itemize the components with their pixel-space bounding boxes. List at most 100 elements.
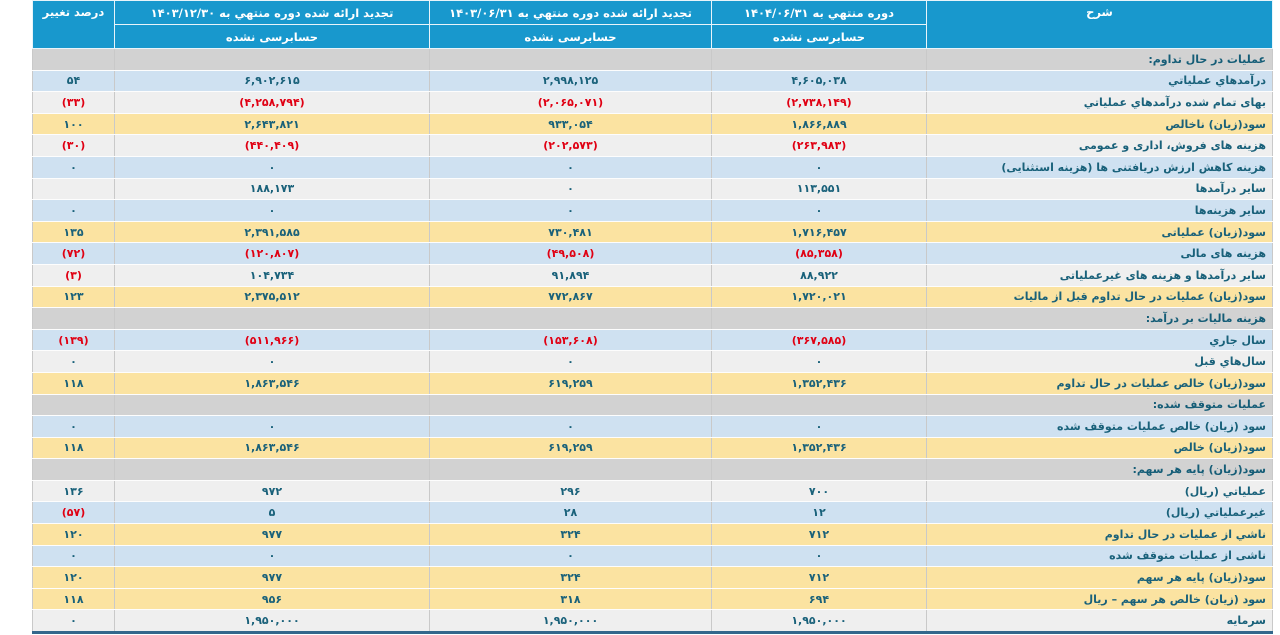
value-period-1403-06: (۱۵۳,۶۰۸) [429, 328, 712, 352]
percent-change: ۰ [32, 609, 115, 634]
value-period-1403-06: (۲۰۲,۵۷۳) [429, 134, 712, 157]
audit-status-1404-06: حسابرسی نشده [711, 24, 927, 49]
section-row: عملیات متوقف شده: [32, 393, 1273, 417]
column-header-period-1403-12: تجدید ارائه شده دوره منتهي به ۱۴۰۳/۱۲/۳۰ [114, 0, 430, 25]
value-period-1403-06: ۱,۹۵۰,۰۰۰ [429, 609, 712, 634]
percent-change: (۵۷) [32, 501, 115, 525]
percent-change: ۱۱۸ [32, 436, 115, 460]
table-row: سود(زیان) عملیاتی ۱,۷۱۶,۴۵۷ ۷۳۰,۴۸۱ ۲,۳۹۱,۵… [32, 220, 1273, 244]
percent-change [32, 393, 115, 417]
row-label: بهای تمام شده درآمدهاي عملیاتي [926, 91, 1273, 114]
percent-change: ۰ [32, 199, 115, 222]
value-period-1403-06: ۰ [429, 155, 712, 179]
value-period-1404-06: ۰ [711, 350, 927, 373]
table-row: سود(زیان) خالص عملیات در حال تداوم ۱,۳۵۲,… [32, 371, 1273, 395]
value-period-1404-06: ۶۹۴ [711, 587, 927, 611]
row-label: سال‌هاي قبل [926, 350, 1273, 373]
value-period-1403-12: ۲,۳۷۵,۵۱۲ [114, 285, 430, 309]
value-period-1403-12 [114, 393, 430, 417]
table-row: سایر درآمدها ۱۱۳,۵۵۱ ۰ ۱۸۸,۱۷۳ [32, 177, 1273, 201]
value-period-1403-06 [429, 458, 712, 481]
row-label: سایر درآمدها [926, 177, 1273, 201]
row-label: سال جاري [926, 328, 1273, 352]
value-period-1404-06: ۸۸,۹۲۲ [711, 263, 927, 287]
value-period-1404-06: ۱,۷۱۶,۴۵۷ [711, 220, 927, 244]
value-period-1403-06: ۰ [429, 544, 712, 568]
audit-status-1403-12: حسابرسی نشده [114, 24, 430, 49]
value-period-1403-12: ۲,۶۴۳,۸۲۱ [114, 112, 430, 136]
value-period-1404-06: ۱,۸۶۶,۸۸۹ [711, 112, 927, 136]
value-period-1403-12: ۱۸۸,۱۷۳ [114, 177, 430, 201]
value-period-1403-06: ۲,۹۹۸,۱۲۵ [429, 69, 712, 93]
row-label: هزینه های مالی [926, 242, 1273, 265]
percent-change: ۱۲۰ [32, 523, 115, 546]
table-row: سود(زیان) خالص ۱,۳۵۲,۴۳۶ ۶۱۹,۲۵۹ ۱,۸۶۳,۵۴۶ ۱… [32, 436, 1273, 460]
value-period-1403-06: ۰ [429, 177, 712, 201]
percent-change: ۱۰۰ [32, 112, 115, 136]
value-period-1403-06: ۲۹۶ [429, 479, 712, 503]
percent-change [32, 458, 115, 481]
value-period-1403-06: ۰ [429, 415, 712, 438]
row-label: هزینه مالیات بر درآمد: [926, 307, 1273, 330]
percent-change: ۰ [32, 415, 115, 438]
percent-change: ۰ [32, 544, 115, 568]
section-row: هزینه مالیات بر درآمد: [32, 307, 1273, 330]
table-row: هزینه های مالی (۸۵,۳۵۸) (۴۹,۵۰۸) (۱۲۰,۸۰۷)(… [32, 242, 1273, 265]
row-label: سرمایه [926, 609, 1273, 634]
value-period-1404-06: ۱,۷۲۰,۰۲۱ [711, 285, 927, 309]
percent-change: ۱۱۸ [32, 371, 115, 395]
table-row: غیرعملیاتي (ریال) ۱۲ ۲۸ ۵ (۵۷) [32, 501, 1273, 525]
row-label: سود(زیان) پایه هر سهم: [926, 458, 1273, 481]
value-period-1404-06: ۷۰۰ [711, 479, 927, 503]
table-body: عملیات در حال تداوم: درآمدهاي عملیاتي ۴,۶۰… [32, 48, 1273, 634]
value-period-1403-12: ۹۷۷ [114, 523, 430, 546]
value-period-1403-06: ۳۲۴ [429, 523, 712, 546]
value-period-1403-12 [114, 307, 430, 330]
value-period-1404-06: ۱۱۳,۵۵۱ [711, 177, 927, 201]
row-label: سود (زیان) خالص عملیات متوقف شده [926, 415, 1273, 438]
table-row: سود(زیان) ناخالص ۱,۸۶۶,۸۸۹ ۹۳۳,۰۵۴ ۲,۶۴۳,۸۲… [32, 112, 1273, 136]
value-period-1403-06: ۷۷۲,۸۶۷ [429, 285, 712, 309]
percent-change: ۱۳۶ [32, 479, 115, 503]
row-label: سود(زیان) پایه هر سهم [926, 566, 1273, 589]
percent-change: (۳) [32, 263, 115, 287]
table-row: هزینه های فروش، اداری و عمومی (۲۶۳,۹۸۳) (۲… [32, 134, 1273, 157]
value-period-1404-06: ۰ [711, 544, 927, 568]
value-period-1404-06: ۱,۳۵۲,۴۳۶ [711, 436, 927, 460]
table-row: درآمدهاي عملیاتي ۴,۶۰۵,۰۳۸ ۲,۹۹۸,۱۲۵ ۶,۹۰۲,… [32, 69, 1273, 93]
section-row: عملیات در حال تداوم: [32, 48, 1273, 71]
percent-change: (۱۳۹) [32, 328, 115, 352]
table-row: سایر درآمدها و هزینه های غیرعملیاتی ۸۸,۹۲… [32, 263, 1273, 287]
table-row: هزینه کاهش ارزش دریافتنی ها (هزینه استثن… [32, 155, 1273, 179]
value-period-1403-12: (۴,۲۵۸,۷۹۴) [114, 91, 430, 114]
column-header-description: شرح [926, 0, 1273, 49]
value-period-1403-12: (۴۴۰,۴۰۹) [114, 134, 430, 157]
table-row: بهای تمام شده درآمدهاي عملیاتي (۲,۷۳۸,۱۴۹… [32, 91, 1273, 114]
value-period-1404-06: (۲۶۳,۹۸۳) [711, 134, 927, 157]
value-period-1404-06: ۰ [711, 155, 927, 179]
value-period-1404-06: (۲,۷۳۸,۱۴۹) [711, 91, 927, 114]
income-statement-table: شرح دوره منتهي به ۱۴۰۴/۰۶/۳۱ تجدید ارائه… [32, 0, 1273, 635]
value-period-1403-06: ۷۳۰,۴۸۱ [429, 220, 712, 244]
value-period-1404-06: ۰ [711, 415, 927, 438]
value-period-1403-12: ۱,۸۶۳,۵۴۶ [114, 436, 430, 460]
value-period-1404-06 [711, 307, 927, 330]
row-label: سایر درآمدها و هزینه های غیرعملیاتی [926, 263, 1273, 287]
value-period-1403-06: ۳۱۸ [429, 587, 712, 611]
row-label: عملیات متوقف شده: [926, 393, 1273, 417]
value-period-1404-06: ۱,۳۵۲,۴۳۶ [711, 371, 927, 395]
row-label: سایر هزینه‌ها [926, 199, 1273, 222]
percent-change: ۵۴ [32, 69, 115, 93]
table-row: سایر هزینه‌ها ۰ ۰ ۰ ۰ [32, 199, 1273, 222]
column-header-period-1403-06: تجدید ارائه شده دوره منتهي به ۱۴۰۳/۰۶/۳۱ [429, 0, 712, 25]
value-period-1403-06: ۹۱,۸۹۴ [429, 263, 712, 287]
value-period-1404-06: ۱۲ [711, 501, 927, 525]
value-period-1404-06: ۷۱۲ [711, 523, 927, 546]
row-label: سود(زیان) عملیات در حال تداوم قبل از مال… [926, 285, 1273, 309]
value-period-1403-06 [429, 393, 712, 417]
percent-change: ۱۳۵ [32, 220, 115, 244]
value-period-1403-06: ۶۱۹,۲۵۹ [429, 371, 712, 395]
percent-change [32, 48, 115, 71]
table-row: سال جاري (۳۶۷,۵۸۵) (۱۵۳,۶۰۸) (۵۱۱,۹۶۶) (۱۳۹) [32, 328, 1273, 352]
value-period-1403-12 [114, 48, 430, 71]
